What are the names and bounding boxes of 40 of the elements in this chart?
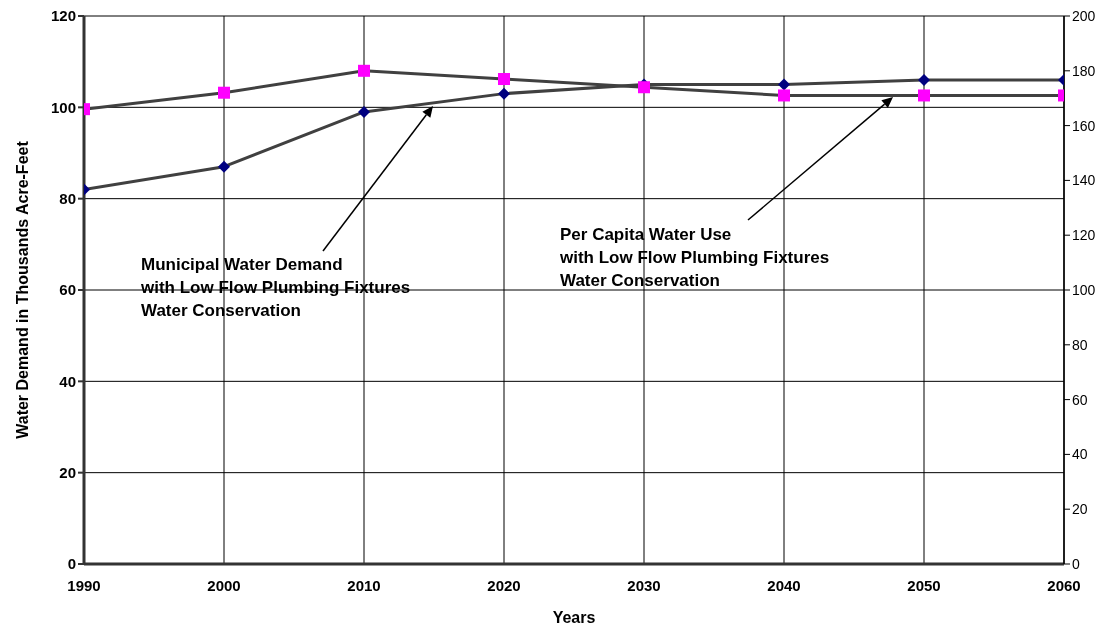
point (918, 89, 930, 102)
y-axis-title: Water Demand in Thousands Acre-Feet (14, 140, 31, 439)
y2-tick-label: 0 (1072, 555, 1080, 572)
point (218, 86, 230, 99)
y-tick-label: 60 (59, 281, 76, 299)
point (358, 105, 370, 118)
y-tick-label: 120 (50, 7, 76, 25)
x-tick-label: 2040 (767, 576, 801, 594)
point (918, 73, 930, 86)
x-tick-label: 1990 (67, 576, 101, 594)
point (358, 64, 370, 77)
x-tick-label: 2050 (907, 576, 941, 594)
y2-tick-label: 160 (1072, 117, 1096, 134)
y-tick-label: 0 (67, 555, 76, 573)
point (778, 89, 790, 102)
y-tick-label: 20 (59, 463, 76, 481)
y-tick-label: 40 (59, 372, 76, 390)
point (498, 87, 510, 100)
x-axis-title: Years (552, 609, 596, 626)
x-tick-label: 2010 (347, 576, 381, 594)
y2-tick-label: 120 (1072, 227, 1096, 244)
y2-tick-label: 200 (1072, 7, 1096, 24)
x-tick-label: 2020 (487, 576, 521, 594)
x-tick-label: 2000 (207, 576, 241, 594)
y2-tick-label: 180 (1072, 62, 1096, 79)
y-tick-label: 100 (50, 98, 76, 116)
y2-tick-label: 20 (1072, 501, 1088, 518)
point (218, 160, 230, 173)
y2-tick-label: 80 (1072, 336, 1088, 353)
y2-tick-label: 40 (1072, 446, 1088, 463)
annotation: Per Capita Water Use with Low Flow Plumbing Fixtures Water Conservation (559, 225, 830, 290)
y-tick-label: 80 (59, 189, 76, 207)
point (498, 73, 510, 86)
y2-tick-label: 100 (1072, 281, 1096, 298)
y2-tick-label: 140 (1072, 172, 1096, 189)
x-tick-label: 2060 (1047, 576, 1081, 594)
y2-tick-label: 60 (1072, 391, 1088, 408)
x-tick-label: 2030 (627, 576, 661, 594)
point (778, 78, 790, 91)
annotation: Municipal Water Demand with Low Flow Plumbing Fixtures Water Conservation (140, 255, 411, 320)
